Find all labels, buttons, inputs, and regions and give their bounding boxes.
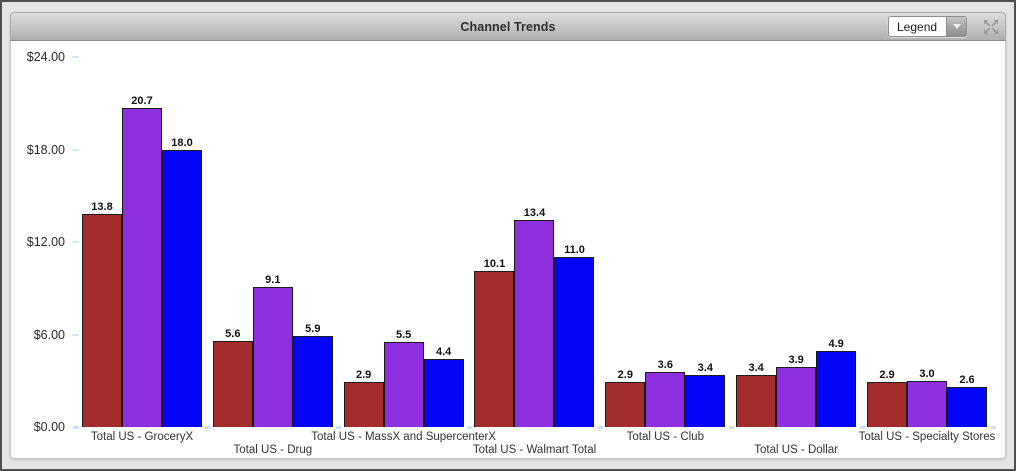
y-axis-tick-label: $0.00 (33, 420, 65, 434)
bar[interactable]: 10.1 (474, 258, 515, 427)
bar[interactable]: 3.9 (776, 354, 817, 427)
bar[interactable]: 3.0 (906, 368, 947, 427)
header-controls: Legend (888, 13, 1001, 40)
bar[interactable]: 4.4 (423, 346, 464, 427)
y-axis-tick-label: $12.00 (26, 235, 65, 249)
bar-value-label: 2.9 (879, 369, 895, 382)
x-axis-tick-mark (597, 426, 603, 429)
y-axis: $24.00 $18.00 $12.00 $6.00 $0.00 (11, 50, 79, 434)
bar-value-label: 13.8 (91, 201, 113, 214)
expand-icon[interactable] (981, 18, 1001, 36)
x-axis-category-label: Total US - Club (626, 431, 704, 443)
bar-value-label: 2.9 (356, 369, 372, 382)
x-axis-category-label: Total US - Dollar (754, 444, 838, 456)
bar-group: 2.9 5.5 4.4 Total US - MassX and Supercente… (311, 57, 496, 443)
legend-dropdown-value[interactable]: Legend (889, 17, 946, 36)
chart-area: $24.00 $18.00 $12.00 $6.00 $0.00 13.8 20.7 18.… (10, 41, 1006, 459)
bar-group: 10.1 13.4 11.0 Total US - Walmart Total (473, 57, 596, 456)
bar-value-label: 18.0 (171, 136, 193, 149)
y-axis-tick-mark (72, 333, 79, 336)
bar-value-label: 10.1 (483, 258, 506, 271)
x-axis-category-label: Total US - Drug (233, 444, 313, 456)
x-axis-tick-mark (74, 426, 79, 429)
y-axis-tick-mark (72, 148, 79, 151)
x-axis-category-label: Total US - MassX and SupercenterX (311, 431, 497, 443)
y-axis-tick-mark (72, 56, 79, 58)
bar-value-label: 3.9 (788, 353, 804, 366)
y-axis-tick-label: $18.00 (26, 142, 65, 157)
x-axis-category-label: Total US - GroceryX (90, 431, 194, 443)
bar-value-label: 3.4 (748, 361, 764, 374)
bar[interactable]: 11.0 (554, 244, 595, 427)
x-axis-tick-mark (204, 426, 210, 429)
bar-value-label: 13.4 (523, 207, 546, 220)
x-axis-category-label: Total US - Walmart Total (472, 444, 597, 456)
bar[interactable]: 2.9 (343, 369, 384, 427)
legend-dropdown[interactable]: Legend (888, 16, 967, 37)
x-axis-tick-mark (860, 426, 865, 429)
bar-value-label: 20.7 (131, 94, 153, 107)
bar-value-label: 4.9 (828, 338, 844, 351)
y-axis-tick-label: $24.00 (26, 50, 65, 64)
chevron-down-icon (952, 24, 961, 29)
bar[interactable]: 3.6 (645, 359, 686, 427)
bar-value-label: 2.9 (617, 369, 633, 382)
bar[interactable]: 2.9 (605, 369, 646, 427)
bar-value-label: 2.6 (959, 373, 975, 386)
bar[interactable]: 5.6 (212, 328, 253, 427)
bar-value-label: 5.5 (396, 329, 412, 342)
bar-group: 5.6 9.1 5.9 Total US - Drug (212, 57, 333, 456)
chart-panel: Channel Trends Legend (10, 12, 1006, 459)
bar[interactable]: 13.8 (82, 201, 122, 427)
bar[interactable]: 3.4 (736, 362, 777, 427)
bar-value-label: 5.6 (225, 327, 241, 340)
bar[interactable]: 2.6 (946, 374, 987, 427)
bar[interactable]: 3.4 (685, 362, 726, 427)
x-axis-tick-mark (467, 426, 472, 429)
bar-group: 3.4 3.9 4.9 Total US - Dollar (736, 57, 857, 456)
plot-area: 13.8 20.7 18.0 Total US - GroceryX 5.6 9.1 5.9… (74, 57, 996, 456)
x-axis-tick-mark (991, 426, 996, 429)
bar-group: 2.9 3.0 2.6 Total US - Specialty Stores (859, 57, 996, 443)
bar[interactable]: 18.0 (162, 137, 202, 427)
panel-title: Channel Trends (460, 19, 556, 34)
x-axis-tick-mark (729, 426, 734, 429)
bar-value-label: 9.1 (265, 273, 281, 286)
x-axis-category-label: Total US - Specialty Stores (858, 431, 996, 443)
bar[interactable]: 5.5 (383, 329, 424, 427)
y-axis-tick-label: $6.00 (33, 327, 65, 342)
bar-group: 13.8 20.7 18.0 Total US - GroceryX (82, 57, 202, 443)
bar-value-label: 3.6 (657, 358, 673, 371)
bar-value-label: 5.9 (305, 323, 321, 336)
bar[interactable]: 9.1 (252, 274, 293, 427)
bar-value-label: 3.0 (919, 367, 935, 380)
bar-value-label: 3.4 (697, 361, 713, 374)
panel-header: Channel Trends Legend (10, 12, 1006, 41)
legend-dropdown-button[interactable] (946, 17, 966, 36)
bar[interactable]: 20.7 (122, 95, 162, 427)
bar[interactable]: 5.9 (292, 323, 333, 427)
bar-value-label: 11.0 (564, 244, 585, 257)
y-axis-tick-mark (72, 241, 79, 243)
bar[interactable]: 2.9 (866, 369, 907, 427)
x-axis-tick-mark (335, 426, 341, 429)
bar-value-label: 4.4 (436, 346, 452, 359)
bar[interactable]: 13.4 (514, 207, 555, 427)
bar[interactable]: 4.9 (816, 338, 857, 427)
bar-group: 2.9 3.6 3.4 Total US - Club (605, 57, 726, 443)
